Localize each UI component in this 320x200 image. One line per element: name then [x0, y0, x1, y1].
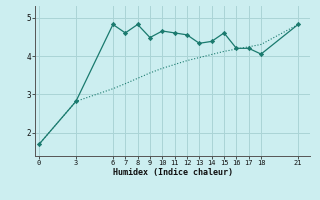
X-axis label: Humidex (Indice chaleur): Humidex (Indice chaleur) [113, 168, 233, 177]
